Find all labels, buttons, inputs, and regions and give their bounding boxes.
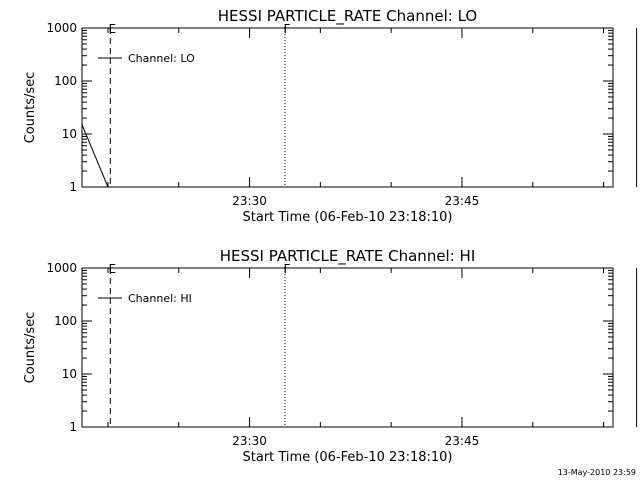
x-axis-label: Start Time (06-Feb-10 23:18:10) xyxy=(243,450,453,465)
plot-frame xyxy=(81,267,614,428)
y-tick-label: 1 xyxy=(69,420,77,434)
y-axis-label: Counts/sec xyxy=(23,312,38,384)
x-tick-label: 23:45 xyxy=(445,194,480,208)
legend-label: Channel: LO xyxy=(128,52,195,65)
panel-lo: HESSI PARTICLE_RATE Channel: LO 1 10 100 100… xyxy=(23,7,638,225)
event-marker-label: E xyxy=(109,262,117,276)
date-stamp: 13-May-2010 23:59 xyxy=(558,468,636,477)
x-axis-label: Start Time (06-Feb-10 23:18:10) xyxy=(243,210,453,225)
x-tick-label: 23:30 xyxy=(232,434,267,448)
chart-title: HESSI PARTICLE_RATE Channel: HI xyxy=(220,247,476,266)
legend-label: Channel: HI xyxy=(128,292,192,305)
event-marker-label: E xyxy=(109,22,117,36)
y-tick-label: 100 xyxy=(54,74,77,88)
panel-hi: HESSI PARTICLE_RATE Channel: HI 1 10 100 100… xyxy=(23,247,638,465)
y-tick-label: 10 xyxy=(62,367,77,381)
series-line xyxy=(81,124,109,188)
y-tick-label: 10 xyxy=(62,127,77,141)
event-marker-label: F xyxy=(284,262,291,276)
y-tick-label: 1000 xyxy=(46,21,77,35)
chart-title: HESSI PARTICLE_RATE Channel: LO xyxy=(218,7,477,26)
x-tick-label: 23:45 xyxy=(445,434,480,448)
plot-frame xyxy=(81,27,614,188)
y-tick-label: 100 xyxy=(54,314,77,328)
event-marker-label: F xyxy=(284,22,291,36)
x-tick-label: 23:30 xyxy=(232,194,267,208)
y-tick-label: 1000 xyxy=(46,261,77,275)
y-axis-label: Counts/sec xyxy=(23,72,38,144)
y-tick-label: 1 xyxy=(69,180,77,194)
